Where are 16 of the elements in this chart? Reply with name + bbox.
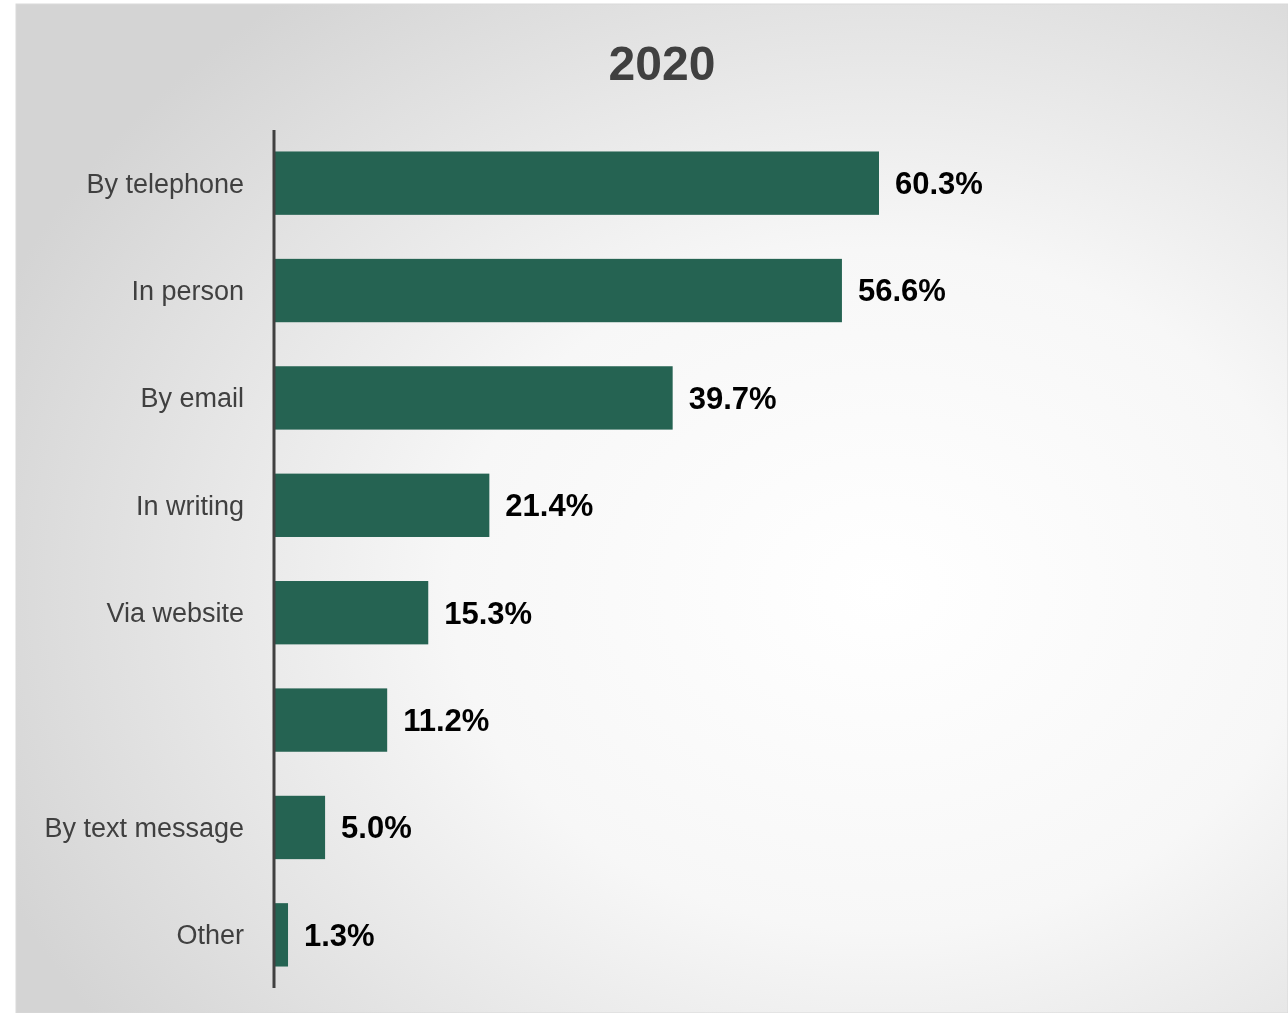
- data-label: 39.7%: [688, 380, 777, 416]
- data-label: 5.0%: [341, 810, 412, 846]
- data-label: 15.3%: [444, 595, 533, 631]
- y-tick-label: By telephone: [86, 168, 244, 199]
- data-label: 56.6%: [857, 273, 946, 309]
- y-tick-label: By email: [140, 383, 244, 414]
- y-tick-label: Other: [176, 920, 244, 951]
- data-label: 11.2%: [403, 702, 490, 738]
- y-tick-label: By text message: [44, 812, 244, 843]
- data-label: 21.4%: [505, 488, 594, 524]
- chart-title: 2020: [608, 37, 716, 90]
- data-label: 1.3%: [304, 917, 375, 953]
- y-tick-label: In writing: [135, 490, 244, 521]
- y-tick-label: Via website: [106, 598, 244, 629]
- data-label: 60.3%: [895, 166, 983, 202]
- y-tick-label: In person: [131, 275, 244, 306]
